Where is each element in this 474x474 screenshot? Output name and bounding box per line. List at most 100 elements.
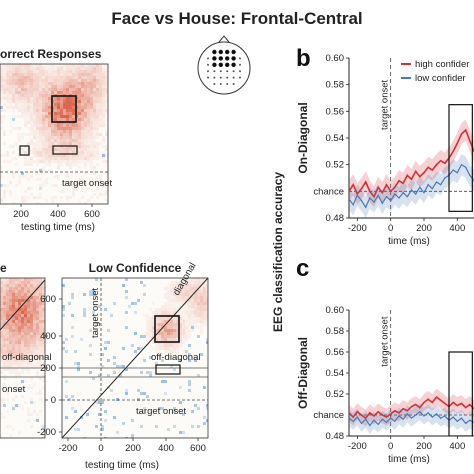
heatmap-cell	[66, 172, 69, 175]
heatmap-cell	[18, 311, 21, 314]
heatmap-cell	[48, 136, 51, 139]
electrode-dot	[213, 70, 216, 73]
heatmap-top-xtick-label: 400	[50, 209, 66, 220]
heatmap-cell	[84, 118, 87, 121]
heatmap-cell	[6, 302, 9, 305]
heatmap-cell	[6, 359, 9, 362]
heatmap-cell	[96, 70, 99, 73]
heatmap-cell	[75, 157, 78, 160]
heatmap-cell	[170, 335, 173, 338]
figure-title: Face vs House: Frontal-Central	[111, 9, 362, 28]
heatmap-cell	[42, 106, 45, 109]
heatmap-cell	[21, 332, 24, 335]
heatmap-cell	[96, 85, 99, 88]
heatmap-cell	[42, 353, 45, 356]
heatmap-cell	[69, 136, 72, 139]
heatmap-cell	[48, 97, 51, 100]
heatmap-cell	[116, 365, 119, 368]
heatmap-cell	[84, 112, 87, 115]
heatmap-cell	[102, 154, 105, 157]
heatmap-cell	[90, 79, 93, 82]
heatmap-cell	[6, 85, 9, 88]
heatmap-cell	[75, 163, 78, 166]
data-point	[369, 190, 371, 192]
heatmap-cell	[24, 133, 27, 136]
heatmap-cell	[21, 109, 24, 112]
heatmap-cell	[39, 127, 42, 130]
heatmap-cell	[197, 290, 200, 293]
heatmap-cell	[18, 389, 21, 392]
electrode-dot	[218, 49, 223, 55]
data-point	[435, 164, 438, 166]
heatmap-cell	[140, 425, 143, 428]
heatmap-cell	[200, 323, 203, 326]
data-point	[456, 142, 458, 144]
heatmap-cell	[6, 160, 9, 163]
data-point	[349, 198, 350, 200]
heatmap-cell	[3, 284, 6, 287]
heatmap-cell	[81, 97, 84, 100]
heatmap-cell	[48, 91, 51, 94]
heatmap-cell	[18, 356, 21, 359]
heatmap-cell	[0, 127, 3, 130]
heatmap-cell	[27, 82, 30, 85]
heatmap-cell	[36, 115, 39, 118]
heatmap-cell	[93, 154, 96, 157]
electrode-dot	[225, 49, 230, 55]
heatmap-cell	[54, 148, 57, 151]
heatmap-cell	[107, 329, 110, 332]
heatmap-cell	[30, 112, 33, 115]
heatmap-cell	[21, 202, 24, 204]
heatmap-cell	[30, 142, 33, 145]
heatmap-cell	[0, 278, 3, 281]
heatmap-cell	[21, 389, 24, 392]
heatmap-cell	[206, 290, 208, 293]
heatmap-cell	[92, 293, 95, 296]
electrode-dot	[218, 56, 223, 61]
data-point	[385, 421, 388, 423]
heatmap-cell	[98, 401, 101, 404]
heatmap-cell	[9, 79, 12, 82]
data-point	[431, 401, 433, 403]
heatmap-cell	[21, 136, 24, 139]
heatmap-cell	[3, 82, 6, 85]
heatmap-cell	[87, 106, 90, 109]
heatmap-cell	[72, 73, 75, 76]
heatmap-cell	[84, 67, 87, 70]
heatmap-cell	[42, 278, 45, 281]
heatmap-cell	[99, 115, 102, 118]
heatmap-cell	[27, 79, 30, 82]
heatmap-cell	[167, 308, 170, 311]
heatmap-cell	[36, 100, 39, 103]
heatmap-cell	[65, 416, 68, 419]
heatmap-cell	[54, 133, 57, 136]
heatmap-cell	[90, 100, 93, 103]
data-point	[415, 414, 417, 416]
heatmap-cell	[30, 85, 33, 88]
nose-mark	[218, 35, 230, 43]
heatmap-cell	[48, 100, 51, 103]
data-point	[444, 162, 446, 164]
heatmap-cell	[39, 305, 42, 308]
heatmap-cell	[33, 347, 36, 350]
heatmap-cell	[12, 118, 15, 121]
heatmap-cell	[179, 278, 182, 281]
heatmap-cell	[105, 160, 108, 163]
heatmap-cell	[96, 100, 99, 103]
heatmap-cell	[33, 118, 36, 121]
heatmap-cell	[57, 73, 60, 76]
heatmap-cell	[87, 145, 90, 148]
heatmap-cell	[182, 287, 185, 290]
heatmap-cell	[107, 359, 110, 362]
heatmap-cell	[21, 70, 24, 73]
heatmap-cell	[134, 302, 137, 305]
heatmap-cell	[90, 196, 93, 199]
heatmap-cell	[68, 398, 71, 401]
heatmap-cell	[24, 64, 27, 67]
heatmap-cell	[131, 419, 134, 422]
heatmap-cell	[9, 287, 12, 290]
heatmap-cell	[6, 365, 9, 368]
heatmap-cell	[27, 368, 30, 371]
data-point	[452, 401, 454, 403]
heatmap-cell	[182, 296, 185, 299]
